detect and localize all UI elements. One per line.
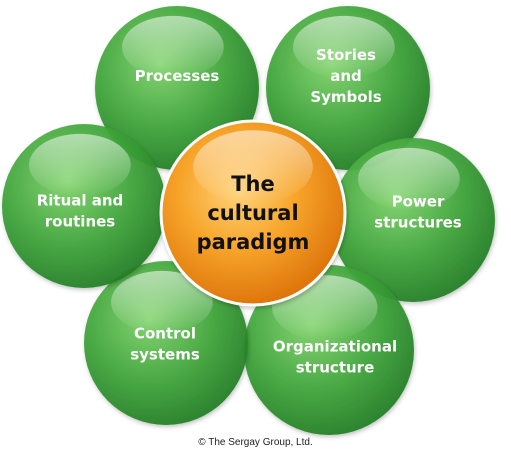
copyright-text: The Sergay Group, Ltd. bbox=[208, 437, 313, 448]
label-control-systems-line: systems bbox=[130, 346, 200, 364]
petal-control-systems-gloss bbox=[111, 270, 213, 334]
label-organizational-structure: Organizational structure bbox=[273, 338, 397, 377]
label-stories-and-symbols: Stories and Symbols bbox=[310, 46, 381, 106]
label-ritual-and-routines: Ritual and routines bbox=[37, 192, 124, 231]
label-processes: Processes bbox=[135, 67, 220, 85]
label-power-structures-line: Power bbox=[392, 193, 445, 211]
copyright-notice: © The Sergay Group, Ltd. bbox=[0, 437, 511, 448]
label-ritual-and-routines-line: Ritual and bbox=[37, 192, 124, 210]
label-organizational-structure-line: structure bbox=[296, 359, 375, 377]
label-control-systems: Control systems bbox=[130, 325, 200, 364]
petal-stories-and-symbols-gloss bbox=[293, 15, 395, 79]
center-circle bbox=[159, 119, 347, 307]
label-stories-and-symbols-line: Symbols bbox=[310, 88, 381, 106]
label-power-structures-line: structures bbox=[374, 214, 461, 232]
label-power-structures: Power structures bbox=[374, 193, 461, 232]
label-organizational-structure-line: Organizational bbox=[273, 338, 397, 356]
petal-processes-gloss bbox=[122, 15, 224, 79]
label-processes-line: Processes bbox=[135, 67, 220, 85]
center-label-line: cultural bbox=[207, 201, 298, 225]
copyright-symbol: © bbox=[198, 437, 206, 448]
center-label-line: paradigm bbox=[197, 230, 310, 254]
label-ritual-and-routines-line: routines bbox=[45, 213, 116, 231]
center-label-line: The bbox=[231, 172, 275, 196]
labels: Processes Stories and Symbols Power structure… bbox=[37, 46, 462, 377]
petal-ritual-and-routines-gloss bbox=[29, 133, 131, 197]
label-control-systems-line: Control bbox=[134, 325, 196, 343]
label-stories-and-symbols-line: and bbox=[330, 67, 362, 85]
label-stories-and-symbols-line: Stories bbox=[316, 46, 376, 64]
center-label: The cultural paradigm bbox=[197, 172, 310, 254]
center-circle-gloss bbox=[193, 130, 313, 204]
petal-power-structures-gloss bbox=[358, 147, 460, 211]
petal-circles bbox=[2, 6, 495, 435]
